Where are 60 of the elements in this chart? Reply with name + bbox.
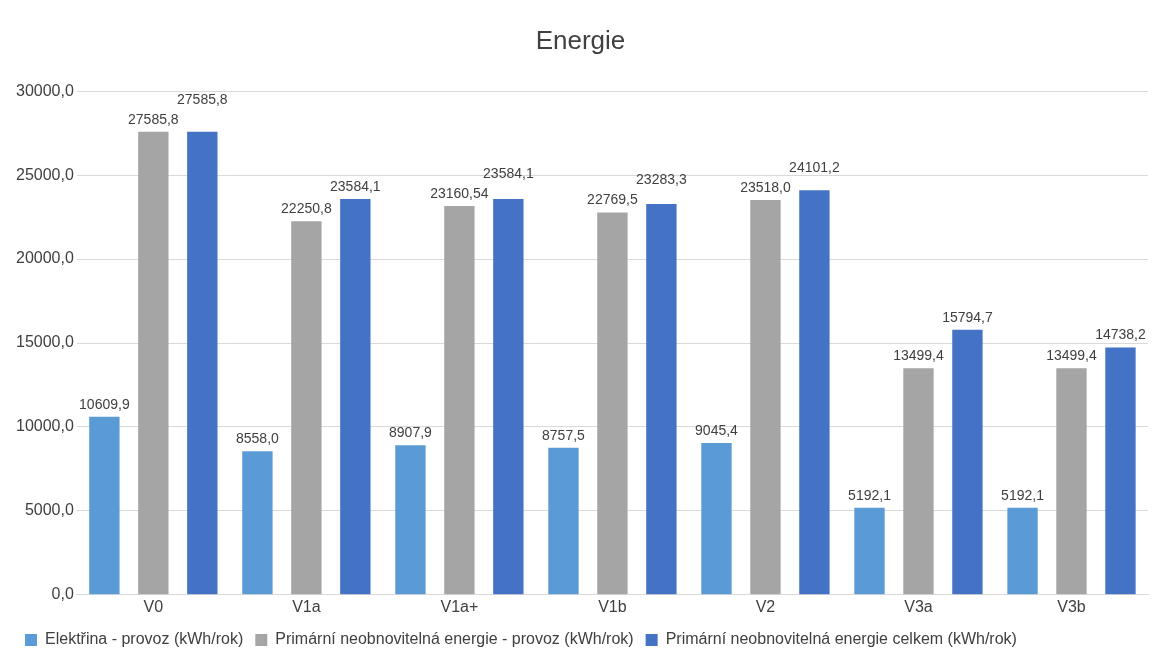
x-tick-label: V1b [598,597,627,615]
bar [597,212,628,595]
y-tick-label: 20000,0 [15,249,74,267]
data-label: 22769,5 [587,191,638,208]
data-label: 15794,7 [942,308,993,325]
bar [1007,507,1038,595]
bar [291,221,322,595]
data-label: 22250,8 [281,200,332,217]
data-label: 14738,2 [1095,326,1146,343]
y-tick-label: 15000,0 [15,333,74,351]
data-label: 27585,8 [177,90,228,107]
bar [701,442,732,595]
data-label: 8757,5 [542,426,586,443]
data-label: 13499,4 [1046,347,1097,364]
bar [548,447,579,595]
legend-label: Elektřina - provoz (kWh/rok) [45,630,244,648]
chart-title: Energie [535,24,626,55]
bar [750,200,781,595]
bar [340,198,371,595]
data-label: 9045,4 [695,421,739,438]
y-tick-label: 5000,0 [24,501,74,519]
y-tick-label: 30000,0 [15,81,74,99]
bar [952,329,983,595]
x-tick-label: V2 [755,597,776,615]
bar [444,206,475,595]
x-tick-label: V3a [904,597,933,615]
legend-label: Primární neobnovitelná energie - provoz (kWh/rok) [275,630,634,648]
data-label: 23518,0 [740,178,791,195]
bar [395,445,426,595]
x-tick-label: V0 [143,597,164,615]
data-label: 27585,8 [128,110,179,127]
data-label: 8558,0 [235,430,280,446]
y-tick-label: 10000,0 [15,417,74,435]
bar [1056,368,1087,595]
data-label: 8907,9 [389,424,433,441]
bar [187,131,218,595]
bar [1105,347,1136,595]
x-tick-label: V1a [292,597,321,615]
bar [138,131,169,595]
data-label: 23584,1 [483,164,534,181]
legend-label: Primární neobnovitelná energie celkem (kWh/rok) [665,630,1017,648]
data-label: 5192,1 [848,486,892,503]
data-label: 5192,1 [1001,486,1045,503]
bar [799,190,830,595]
data-label: 24101,2 [789,158,840,175]
data-label: 13499,4 [893,347,944,364]
data-label: 23160,54 [430,184,489,201]
bar [493,198,524,595]
bar [854,507,885,595]
data-label: 10609,9 [79,395,130,412]
y-tick-label: 25000,0 [15,165,74,183]
data-label: 23283,3 [636,171,687,188]
bar [646,203,677,595]
data-label: 23584,1 [330,177,381,194]
bar [242,451,273,595]
bar [89,416,120,595]
x-tick-label: V3b [1057,597,1086,615]
bar [903,368,934,595]
y-tick-label: 0,0 [51,585,74,603]
x-tick-label: V1a+ [440,597,479,615]
